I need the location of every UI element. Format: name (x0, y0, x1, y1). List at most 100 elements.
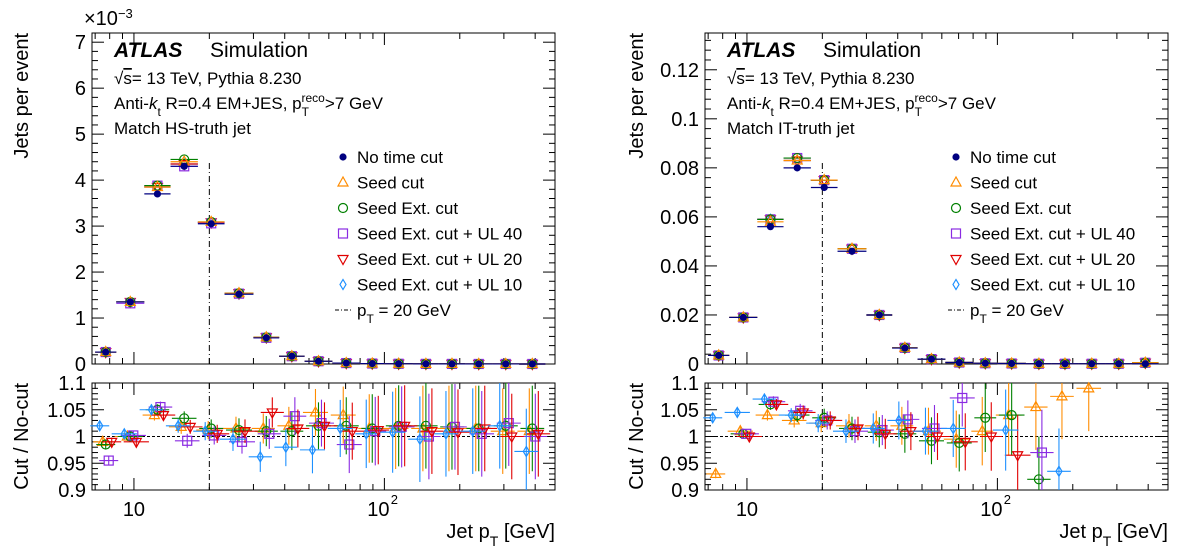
data-point (469, 424, 477, 438)
series-no-time-cut (708, 164, 1159, 368)
ratio-series-seed-ext-cut-ul-10 (90, 383, 539, 490)
data-point (950, 228, 962, 239)
data-point (875, 311, 883, 319)
data-point (102, 348, 110, 356)
y-scale-multiplier: ×10−3 (84, 6, 133, 31)
data-point (442, 427, 450, 440)
data-point (819, 412, 830, 423)
simulation-label: Simulation (823, 39, 921, 62)
data-point (422, 360, 430, 368)
data-point (451, 428, 465, 439)
data-point (288, 352, 296, 360)
energy-label: √s= 13 TeV, Pythia 8.230 (727, 69, 915, 88)
ratio-y-tick-label: 1 (688, 427, 699, 449)
data-point (814, 416, 822, 430)
data-point (201, 424, 209, 438)
legend-entry: Seed Ext. cut + UL 10 (970, 276, 1135, 295)
x-tick-label: 10 (367, 499, 389, 521)
y-tick-label: 5 (75, 124, 86, 146)
data-point (842, 424, 850, 438)
data-point (820, 183, 828, 192)
data-point (180, 162, 188, 170)
data-point (793, 164, 801, 172)
data-point (346, 427, 359, 438)
atlas-label: ATLAS (726, 39, 795, 62)
ratio-series-seed-ext-cut-ul-20 (102, 385, 551, 480)
data-point (337, 228, 349, 239)
data-point (797, 408, 810, 420)
data-point (1011, 451, 1024, 462)
data-point (256, 450, 264, 463)
legend-entry: Seed Ext. cut + UL 20 (970, 250, 1135, 269)
data-point (532, 429, 545, 441)
x-tick-label: 10 (980, 499, 1002, 521)
data-point (980, 412, 991, 423)
atlas-label: ATLAS (113, 39, 182, 62)
data-point (416, 433, 424, 446)
y-tick-label: 0.06 (660, 207, 699, 229)
ratio-series-seed-ext-cut-ul-10 (703, 389, 1071, 490)
data-point (952, 153, 960, 161)
x-tick-label: 10 (123, 499, 145, 521)
data-point (874, 427, 885, 438)
data-point (927, 355, 936, 363)
data-point (238, 427, 252, 438)
data-point (1055, 465, 1063, 478)
match-label: Match IT-truth jet (727, 119, 855, 138)
data-point (981, 359, 989, 367)
legend-entry: Seed Ext. cut + UL 10 (357, 276, 522, 295)
data-point (266, 408, 279, 420)
data-point (128, 430, 139, 441)
y-axis-label-top: Jets per event (11, 33, 33, 159)
match-label: Match HS-truth jet (114, 119, 251, 138)
ratio-y-tick-label: 1.1 (671, 373, 699, 395)
data-point (174, 419, 182, 432)
y-tick-label: 0.04 (660, 256, 699, 278)
data-point (337, 202, 349, 214)
ratio-y-tick-label: 0.95 (47, 453, 86, 475)
data-point (308, 443, 317, 457)
data-point (1029, 400, 1042, 412)
data-point (761, 408, 774, 420)
ratio-y-tick-label: 1.05 (660, 400, 699, 422)
data-point (314, 357, 323, 365)
data-point (768, 396, 779, 407)
data-point (1115, 360, 1123, 368)
x-axis-label: Jet pT [GeV] (446, 521, 555, 549)
legend-entry: No time cut (970, 148, 1056, 167)
data-point (425, 427, 438, 438)
data-point (824, 416, 837, 428)
data-point (105, 437, 118, 449)
data-point (151, 182, 164, 194)
data-point (179, 413, 190, 424)
legend-entry: Seed Ext. cut (970, 199, 1071, 218)
data-point (1088, 360, 1096, 368)
y-tick-label: 4 (75, 170, 86, 192)
y-tick-label: 2 (75, 262, 86, 284)
data-point (130, 437, 143, 449)
x-axis-label: Jet pT [GeV] (1059, 521, 1168, 549)
data-point (368, 359, 376, 368)
data-point (715, 351, 723, 360)
data-point (1033, 474, 1044, 485)
data-point (739, 313, 747, 322)
ratio-y-tick-label: 1.1 (58, 373, 86, 395)
data-point (367, 423, 378, 434)
y-tick-label: 0 (75, 354, 86, 376)
data-point (818, 176, 831, 187)
data-point (339, 278, 347, 291)
legend-entry: Seed Ext. cut + UL 40 (357, 225, 522, 244)
y-tick-label: 1 (75, 308, 86, 330)
data-point (792, 152, 803, 164)
data-point (289, 411, 300, 422)
x-tick-label-exponent: 2 (1004, 492, 1011, 507)
ratio-y-tick-label: 0.95 (660, 453, 699, 475)
data-point (282, 441, 290, 454)
data-point (336, 254, 350, 266)
data-point (291, 424, 304, 436)
data-point (478, 424, 491, 436)
data-point (316, 418, 327, 429)
data-point (770, 400, 783, 412)
